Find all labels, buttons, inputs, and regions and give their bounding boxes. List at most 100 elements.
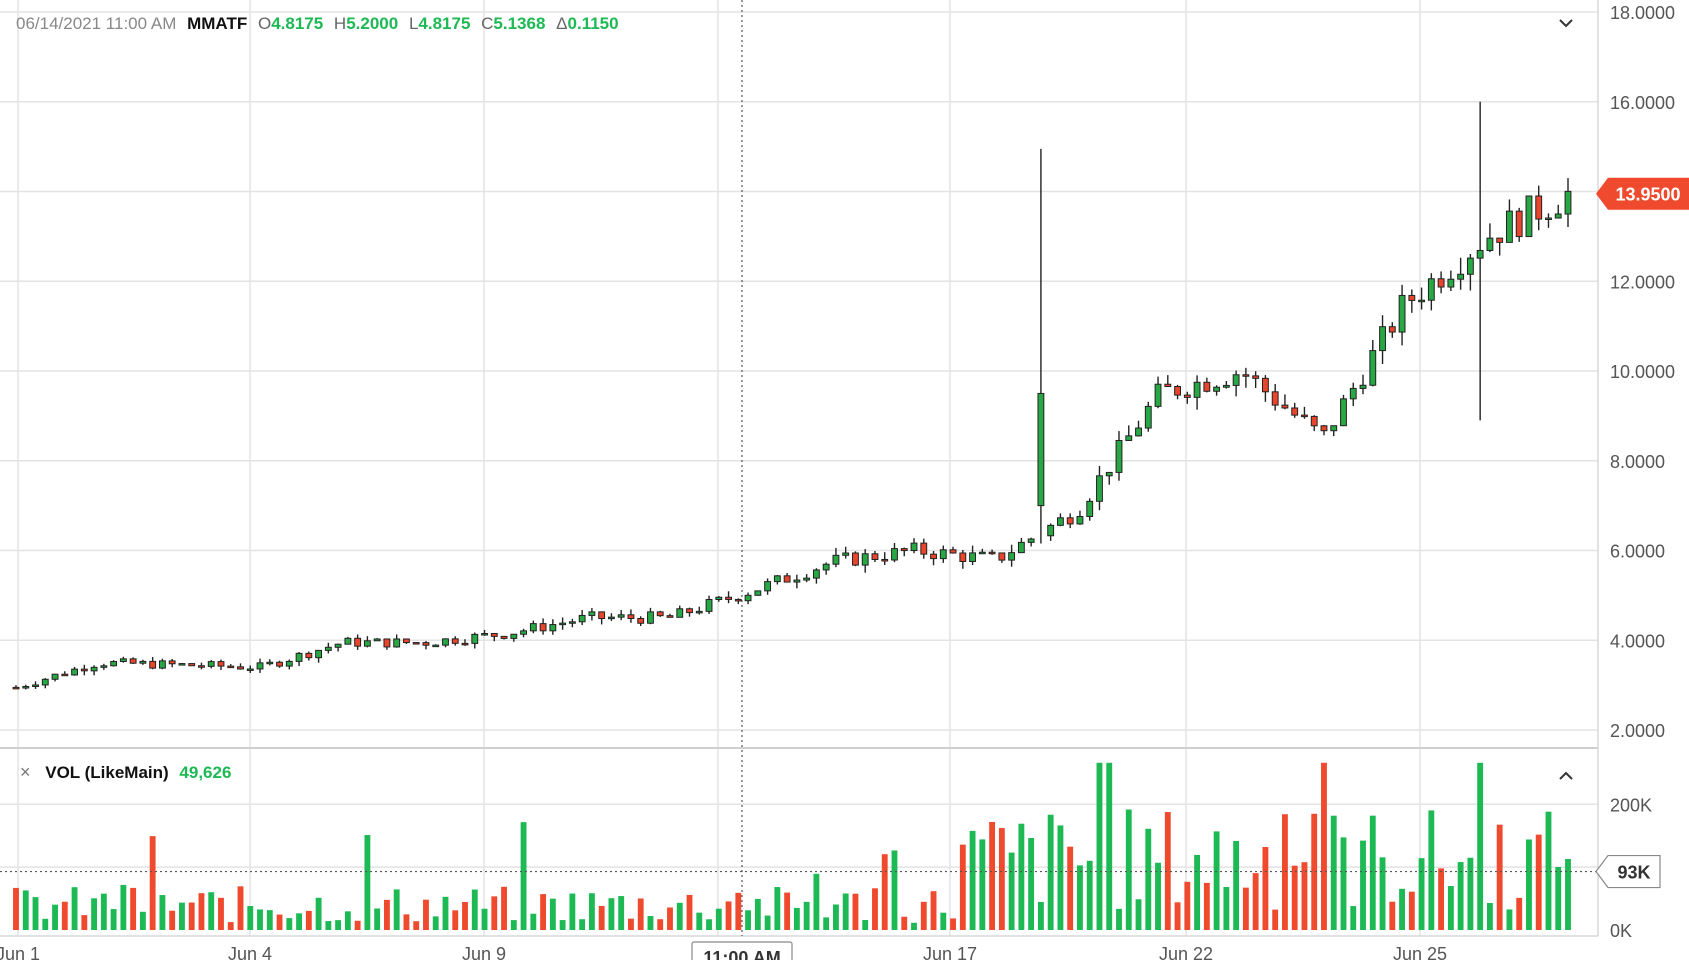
price-tick-label: 18.0000	[1610, 3, 1675, 23]
candle-body	[998, 552, 1006, 561]
volume-bar	[1116, 908, 1122, 930]
volume-bar	[1311, 813, 1318, 930]
candle-body	[1388, 326, 1396, 333]
price-candles	[12, 101, 1572, 690]
candle-body	[295, 652, 303, 662]
volume-bar	[823, 917, 830, 930]
candle-body	[705, 599, 713, 612]
candle-body	[1027, 538, 1035, 543]
volume-bar	[1028, 838, 1035, 930]
volume-bar	[842, 893, 849, 930]
candle-body	[637, 617, 645, 624]
volume-bar	[218, 897, 224, 930]
candle-body	[1310, 415, 1318, 427]
volume-bar	[1194, 854, 1201, 930]
candle-body	[266, 661, 274, 665]
volume-bar	[1008, 852, 1015, 930]
candle-body	[90, 666, 98, 672]
candle-body	[715, 596, 723, 601]
price-tick-label: 2.0000	[1610, 721, 1665, 741]
candle-body	[1008, 552, 1016, 561]
candle-body	[315, 649, 323, 659]
volume-tick-label: 200K	[1610, 795, 1652, 815]
volume-bar	[1145, 828, 1152, 930]
candle-body	[1242, 374, 1250, 377]
volume-bar	[1565, 858, 1571, 930]
candle-body	[607, 616, 615, 620]
candle-body	[852, 552, 859, 566]
high-key: H	[333, 14, 347, 33]
candle-body	[1222, 384, 1230, 388]
volume-bar	[1096, 762, 1103, 930]
candle-body	[1525, 195, 1533, 238]
crosshair-time-box	[691, 941, 793, 960]
candle-body	[363, 640, 371, 647]
volume-bar	[208, 892, 215, 930]
candle-body	[22, 685, 30, 689]
candle-body	[1427, 278, 1435, 301]
close-icon[interactable]: ×	[20, 762, 31, 782]
candle-body	[1437, 278, 1445, 288]
volume-bar	[393, 889, 400, 930]
candle-body	[959, 552, 967, 562]
volume-bar	[852, 893, 859, 930]
volume-bar	[501, 886, 507, 930]
candle-body	[539, 623, 547, 632]
volume-bar	[579, 919, 586, 930]
candle-body	[246, 668, 254, 671]
candle-body	[1554, 213, 1562, 219]
volume-bar	[81, 915, 88, 930]
candle-body	[344, 637, 352, 645]
volume-bar	[1389, 901, 1396, 930]
chevron-down-icon[interactable]	[1557, 16, 1575, 35]
volume-bar	[61, 901, 68, 930]
volume-bar	[159, 895, 166, 930]
volume-tick-label: 0K	[1610, 921, 1632, 941]
candle-body	[1252, 375, 1260, 379]
volume-bar	[667, 907, 673, 930]
low-key: L	[408, 14, 419, 33]
volume-bar	[52, 904, 58, 930]
volume-bar	[1057, 825, 1064, 930]
candle-body	[168, 660, 176, 665]
candle-body	[744, 594, 752, 602]
candle-body	[695, 610, 703, 614]
candle-body	[178, 663, 186, 666]
volume-bar	[891, 850, 898, 930]
candle-body	[871, 553, 879, 560]
delta-key: Δ	[556, 14, 568, 33]
volume-bar	[1418, 858, 1425, 930]
candle-body	[237, 666, 244, 670]
volume-bar	[491, 896, 498, 930]
volume-bar	[1350, 906, 1357, 930]
volume-bar	[247, 906, 254, 930]
volume-bar	[598, 905, 605, 930]
volume-bar	[1252, 873, 1259, 930]
volume-bar	[510, 920, 517, 930]
candle-body	[1066, 517, 1074, 525]
candle-body	[842, 552, 850, 556]
candle-body	[1203, 381, 1211, 392]
volume-bar	[257, 909, 263, 930]
volume-bar	[715, 908, 722, 930]
volume-bar	[1477, 762, 1484, 930]
candle-body	[1564, 190, 1572, 215]
volume-indicator-label[interactable]: VOL (LikeMain)	[45, 763, 169, 782]
candle-body	[1213, 386, 1221, 392]
chevron-up-icon[interactable]	[1557, 769, 1575, 788]
candle-body	[1154, 383, 1162, 407]
volume-bar	[793, 907, 800, 930]
volume-bar	[13, 887, 19, 930]
volume-marker-label: 93K	[1617, 863, 1650, 883]
candle-body	[1379, 326, 1386, 352]
time-tick-label: Jun 17	[923, 944, 977, 960]
volume-bar	[1223, 886, 1230, 930]
header-symbol[interactable]: MMATF	[187, 14, 248, 33]
volume-bar	[315, 897, 322, 930]
volume-bar	[1203, 882, 1210, 930]
volume-marker	[1595, 854, 1661, 889]
candle-body	[490, 632, 498, 637]
candle-body	[1330, 425, 1338, 432]
candle-body	[12, 686, 20, 690]
